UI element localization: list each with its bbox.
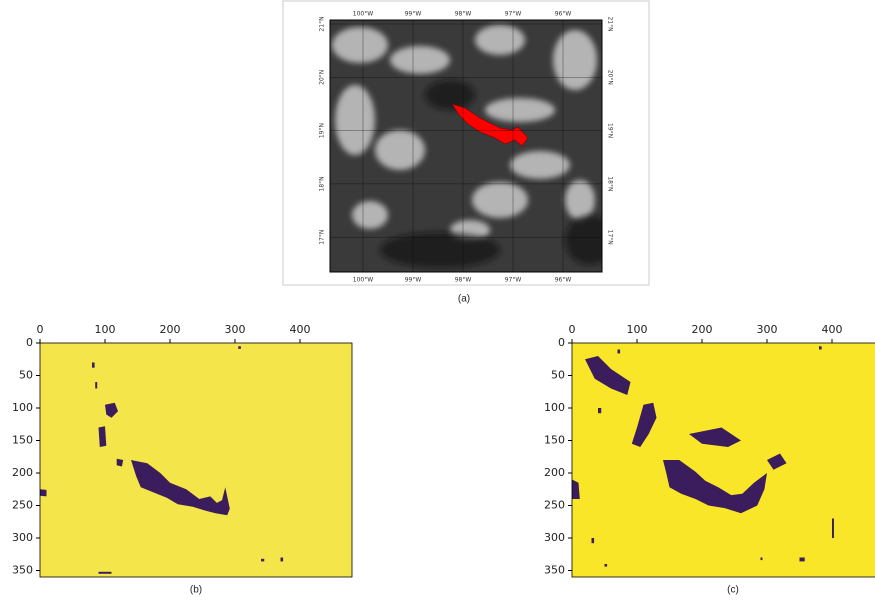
x-tick-label: 300 — [757, 323, 778, 336]
mask-b — [40, 343, 352, 577]
page: (a) (b) (c) 100°W 100°W 99°W 99°W 98°W 98°W 97… — [0, 0, 875, 600]
y-tick-label: 50 — [19, 369, 33, 382]
lat-label: 18°N — [319, 176, 326, 191]
y-tick-label: 100 — [544, 401, 565, 414]
lat-label: 17°N — [319, 230, 326, 245]
caption: (c) — [727, 585, 739, 596]
y-tick-label: 300 — [12, 531, 33, 544]
y-tick-label: 300 — [544, 531, 565, 544]
x-tick-label: 100 — [95, 323, 116, 336]
y-tick-label: 0 — [26, 336, 33, 349]
lon-label: 97°W — [505, 11, 522, 18]
x-tick-label: 400 — [290, 323, 311, 336]
y-tick-label: 150 — [544, 434, 565, 447]
x-tick-label: 0 — [37, 323, 44, 336]
y-tick-label: 200 — [544, 466, 565, 479]
lon-label: 99°W — [405, 11, 422, 18]
lat-label: 19°N — [319, 123, 326, 138]
lat-label: 17°N — [607, 230, 614, 245]
lon-label: 96°W — [555, 277, 572, 284]
x-tick-label: 200 — [692, 323, 713, 336]
figure: (a) (b) (c) 100°W 100°W 99°W 99°W 98°W 98°W 97… — [0, 0, 875, 600]
lon-label: 98°W — [455, 277, 472, 284]
x-tick-label: 0 — [569, 323, 576, 336]
y-tick-label: 0 — [558, 336, 565, 349]
lon-label: 97°W — [505, 277, 522, 284]
x-tick-label: 300 — [225, 323, 246, 336]
x-tick-label: 200 — [160, 323, 181, 336]
x-tick-label: 100 — [627, 323, 648, 336]
lat-label: 21°N — [607, 16, 614, 31]
lon-label: 96°W — [555, 11, 572, 18]
lat-label: 21°N — [319, 16, 326, 31]
lat-label: 20°N — [319, 70, 326, 85]
x-tick-label: 400 — [822, 323, 843, 336]
lon-label: 99°W — [405, 277, 422, 284]
satellite-image — [330, 20, 615, 272]
y-tick-label: 50 — [551, 369, 565, 382]
caption: (b) — [190, 585, 202, 596]
lon-label: 98°W — [455, 11, 472, 18]
mask-c — [572, 343, 875, 577]
lon-label: 100°W — [353, 277, 373, 284]
y-tick-label: 150 — [12, 434, 33, 447]
lon-label: 100°W — [353, 11, 373, 18]
y-tick-label: 350 — [12, 564, 33, 577]
y-tick-label: 250 — [544, 499, 565, 512]
y-tick-label: 200 — [12, 466, 33, 479]
y-tick-label: 100 — [12, 401, 33, 414]
lat-label: 19°N — [607, 123, 614, 138]
lat-label: 18°N — [607, 176, 614, 191]
y-tick-label: 250 — [12, 499, 33, 512]
lat-label: 20°N — [607, 70, 614, 85]
caption: (a) — [458, 294, 470, 305]
y-tick-label: 350 — [544, 564, 565, 577]
